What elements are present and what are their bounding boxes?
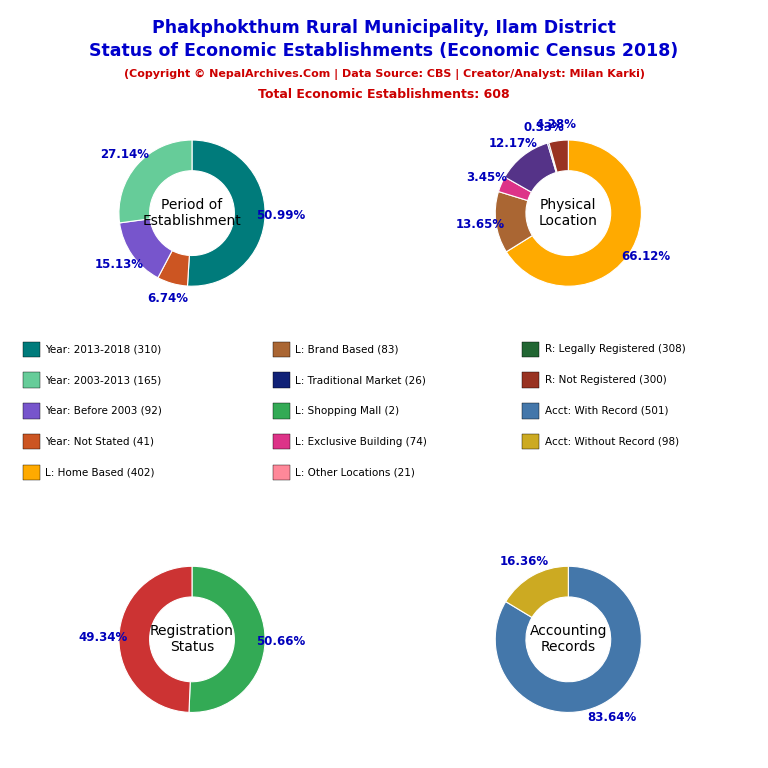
Text: Acct: With Record (501): Acct: With Record (501) [545,406,668,416]
Text: 50.99%: 50.99% [257,210,306,223]
Text: Phakphokthum Rural Municipality, Ilam District: Phakphokthum Rural Municipality, Ilam Di… [152,19,616,37]
Text: Year: Not Stated (41): Year: Not Stated (41) [45,436,154,447]
Text: 66.12%: 66.12% [622,250,671,263]
Text: Year: Before 2003 (92): Year: Before 2003 (92) [45,406,162,416]
Text: L: Brand Based (83): L: Brand Based (83) [295,344,399,355]
Text: Acct: Without Record (98): Acct: Without Record (98) [545,436,679,447]
Text: Year: 2013-2018 (310): Year: 2013-2018 (310) [45,344,161,355]
Text: Total Economic Establishments: 608: Total Economic Establishments: 608 [258,88,510,101]
Wedge shape [189,566,265,713]
Text: 83.64%: 83.64% [588,710,637,723]
Text: L: Other Locations (21): L: Other Locations (21) [295,467,415,478]
Text: 27.14%: 27.14% [101,148,149,161]
Text: L: Traditional Market (26): L: Traditional Market (26) [295,375,425,386]
Text: L: Home Based (402): L: Home Based (402) [45,467,155,478]
Text: R: Not Registered (300): R: Not Registered (300) [545,375,667,386]
Wedge shape [549,140,568,172]
Text: 6.74%: 6.74% [147,293,188,306]
Wedge shape [119,140,192,223]
Wedge shape [506,566,568,617]
Text: L: Exclusive Building (74): L: Exclusive Building (74) [295,436,427,447]
Wedge shape [187,140,265,286]
Text: Accounting
Records: Accounting Records [530,624,607,654]
Text: 50.66%: 50.66% [257,634,306,647]
Text: 3.45%: 3.45% [466,171,507,184]
Wedge shape [158,250,190,286]
Wedge shape [506,140,641,286]
Wedge shape [498,177,531,200]
Text: (Copyright © NepalArchives.Com | Data Source: CBS | Creator/Analyst: Milan Karki: (Copyright © NepalArchives.Com | Data So… [124,69,644,80]
Text: 15.13%: 15.13% [94,258,144,270]
Text: R: Legally Registered (308): R: Legally Registered (308) [545,344,685,355]
Text: 16.36%: 16.36% [500,555,549,568]
Wedge shape [548,143,557,173]
Text: 12.17%: 12.17% [488,137,538,150]
Text: Period of
Establishment: Period of Establishment [143,198,241,228]
Text: 0.33%: 0.33% [523,121,564,134]
Text: 4.28%: 4.28% [536,118,577,131]
Wedge shape [505,143,556,192]
Wedge shape [119,566,192,713]
Text: 49.34%: 49.34% [78,631,127,644]
Text: L: Shopping Mall (2): L: Shopping Mall (2) [295,406,399,416]
Text: Registration
Status: Registration Status [150,624,234,654]
Text: Physical
Location: Physical Location [539,198,598,228]
Wedge shape [495,566,641,713]
Wedge shape [495,191,532,252]
Text: Year: 2003-2013 (165): Year: 2003-2013 (165) [45,375,161,386]
Text: Status of Economic Establishments (Economic Census 2018): Status of Economic Establishments (Econo… [89,42,679,60]
Wedge shape [120,219,172,278]
Text: 13.65%: 13.65% [455,218,505,231]
